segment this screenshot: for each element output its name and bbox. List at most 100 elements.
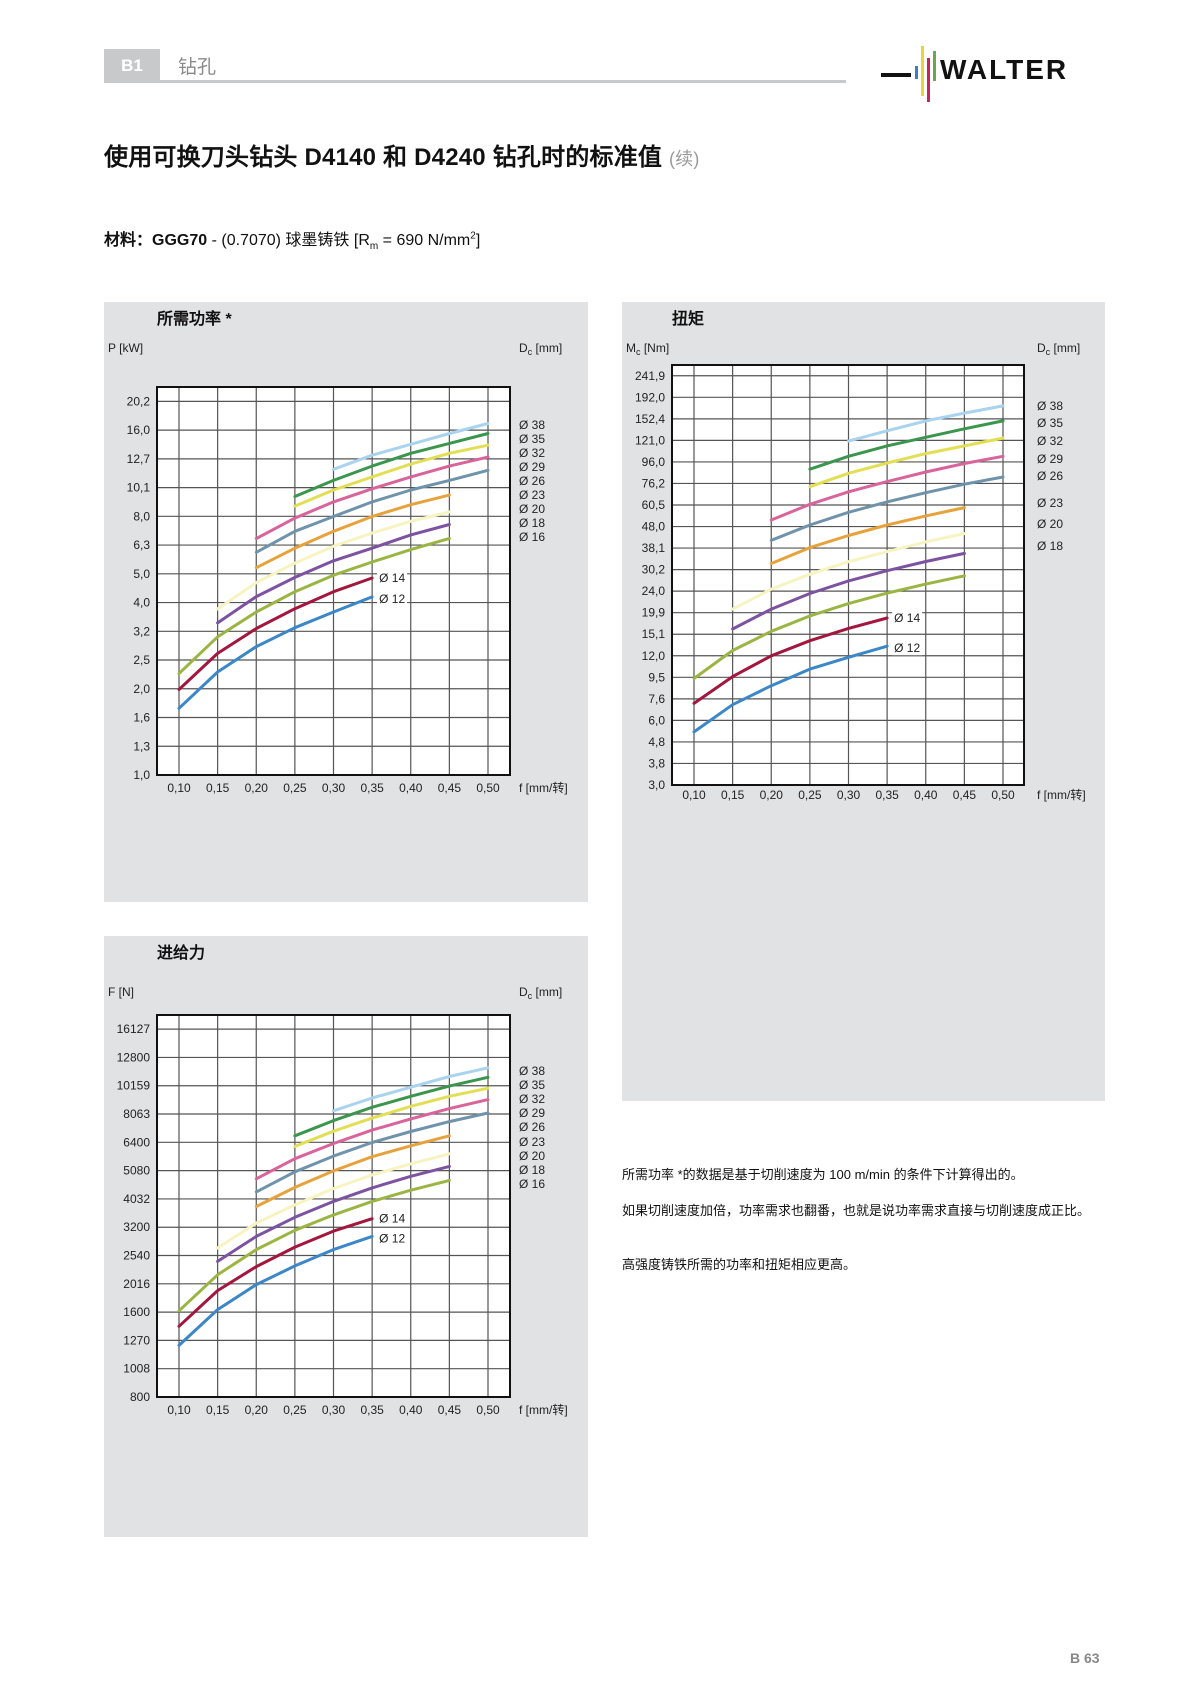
- series-label: Ø 29: [519, 1106, 545, 1120]
- series-line-18: [731, 551, 966, 631]
- y-tick-label: 3,2: [133, 624, 150, 638]
- series-label-bg: [377, 1231, 408, 1246]
- y-tick-label: 96,0: [642, 455, 666, 469]
- y-axis-label-main: P: [108, 341, 116, 355]
- note-high-strength: 高强度铸铁所需的功率和扭矩相应更高。: [622, 1257, 857, 1272]
- y-tick-label: 16,0: [127, 423, 151, 437]
- logo-bar: [921, 46, 924, 96]
- series-label: Ø 32: [1037, 434, 1063, 448]
- x-tick-label: 0,50: [476, 1403, 500, 1417]
- series-line-29: [254, 1098, 490, 1181]
- x-tick-label: 0,15: [206, 781, 230, 795]
- page-title: 使用可换刀头钻头 D4140 和 D4240 钻孔时的标准值 (续): [104, 137, 700, 172]
- series-line-12: [177, 1234, 374, 1347]
- series-label: Ø 35: [519, 432, 545, 446]
- series-line-20: [216, 1152, 451, 1250]
- logo-bar: [927, 58, 930, 102]
- diameter-axis-label: Dc [mm]: [519, 985, 562, 1001]
- series-label: Ø 26: [1037, 469, 1063, 483]
- y-tick-label: 4032: [123, 1192, 150, 1206]
- y-tick-label: 192,0: [635, 390, 665, 404]
- y-tick-label: 60,5: [642, 498, 666, 512]
- x-tick-label: 0,45: [953, 788, 977, 802]
- plot-border: [156, 1014, 511, 1398]
- series-label: Ø 20: [1037, 517, 1063, 531]
- series-label: Ø 38: [519, 1064, 545, 1078]
- y-tick-label: 4,8: [648, 735, 665, 749]
- y-tick-label: 12,7: [127, 452, 151, 466]
- series-label-bg: [377, 591, 408, 606]
- series-line-16: [177, 1178, 451, 1313]
- series-line-23: [254, 493, 451, 570]
- rm-open: [R: [353, 232, 370, 249]
- rm-sub: m: [369, 241, 379, 253]
- walter-logo: WALTER: [881, 46, 1066, 102]
- y-axis-label-unit: [Nm]: [641, 341, 670, 355]
- x-tick-label: 0,20: [245, 781, 269, 795]
- y-tick-label: 6,0: [648, 713, 665, 727]
- diameter-label-sub: c: [528, 347, 533, 357]
- y-tick-label: 8,0: [133, 509, 150, 523]
- series-label: Ø 29: [1037, 452, 1063, 466]
- material-desc: - (0.7070) 球墨铸铁: [207, 232, 354, 249]
- y-tick-label: 10159: [117, 1079, 151, 1093]
- series-line-38: [332, 1066, 490, 1113]
- plot-border: [156, 386, 511, 776]
- x-tick-label: 0,25: [283, 1403, 307, 1417]
- y-tick-label: 121,0: [635, 433, 665, 447]
- series-label: Ø 16: [519, 1177, 545, 1191]
- material-grade: GGG70: [152, 232, 208, 249]
- x-tick-label: 0,40: [399, 781, 423, 795]
- y-tick-label: 12,0: [642, 649, 666, 663]
- series-line-12: [692, 644, 889, 734]
- series-label: Ø 18: [1037, 539, 1063, 553]
- series-label: Ø 38: [519, 418, 545, 432]
- series-label: Ø 12: [379, 1231, 405, 1245]
- y-tick-label: 48,0: [642, 520, 666, 534]
- y-tick-label: 152,4: [635, 412, 665, 426]
- series-label: Ø 38: [1037, 399, 1063, 413]
- y-axis-label-unit: [N]: [115, 985, 134, 999]
- chart-title: 扭矩: [672, 309, 704, 328]
- series-line-26: [254, 468, 490, 554]
- y-tick-label: 2540: [123, 1249, 150, 1263]
- series-label: Ø 18: [519, 516, 545, 530]
- diameter-label-main: D: [519, 985, 528, 999]
- y-tick-label: 1,6: [133, 711, 150, 725]
- x-tick-label: 0,50: [476, 781, 500, 795]
- x-tick-label: 0,30: [322, 1403, 346, 1417]
- diameter-axis-label: Dc [mm]: [1037, 341, 1080, 357]
- chapter-title: 钻孔: [178, 57, 217, 78]
- x-tick-label: 0,40: [914, 788, 938, 802]
- y-tick-label: 9,5: [648, 670, 665, 684]
- x-tick-label: 0,10: [167, 781, 191, 795]
- y-axis-label-unit: [kW]: [116, 341, 143, 355]
- y-tick-label: 2016: [123, 1277, 150, 1291]
- series-line-38: [332, 422, 490, 471]
- x-tick-label: 0,10: [167, 1403, 191, 1417]
- y-tick-label: 241,9: [635, 369, 665, 383]
- plot-border: [671, 364, 1025, 786]
- rm-value: = 690 N/mm: [378, 232, 471, 249]
- y-tick-label: 5080: [123, 1164, 150, 1178]
- diameter-label-main: D: [1037, 341, 1046, 355]
- y-axis-label-main: F: [108, 985, 115, 999]
- y-tick-label: 20,2: [127, 394, 151, 408]
- y-tick-label: 800: [130, 1390, 150, 1404]
- series-line-29: [769, 454, 1005, 522]
- y-axis-label: Mc [Nm]: [626, 341, 669, 357]
- x-tick-label: 0,35: [360, 781, 384, 795]
- series-line-18: [216, 523, 451, 625]
- y-tick-label: 10,1: [127, 481, 151, 495]
- y-tick-label: 30,2: [642, 563, 666, 577]
- y-tick-label: 2,5: [133, 653, 150, 667]
- series-line-35: [808, 419, 1005, 471]
- x-tick-label: 0,35: [875, 788, 899, 802]
- series-label: Ø 35: [519, 1078, 545, 1092]
- y-tick-label: 1600: [123, 1305, 150, 1319]
- series-line-32: [808, 436, 1005, 489]
- y-tick-label: 7,6: [648, 692, 665, 706]
- series-label: Ø 35: [1037, 416, 1063, 430]
- y-tick-label: 1008: [123, 1362, 150, 1376]
- series-label: Ø 14: [379, 1212, 405, 1226]
